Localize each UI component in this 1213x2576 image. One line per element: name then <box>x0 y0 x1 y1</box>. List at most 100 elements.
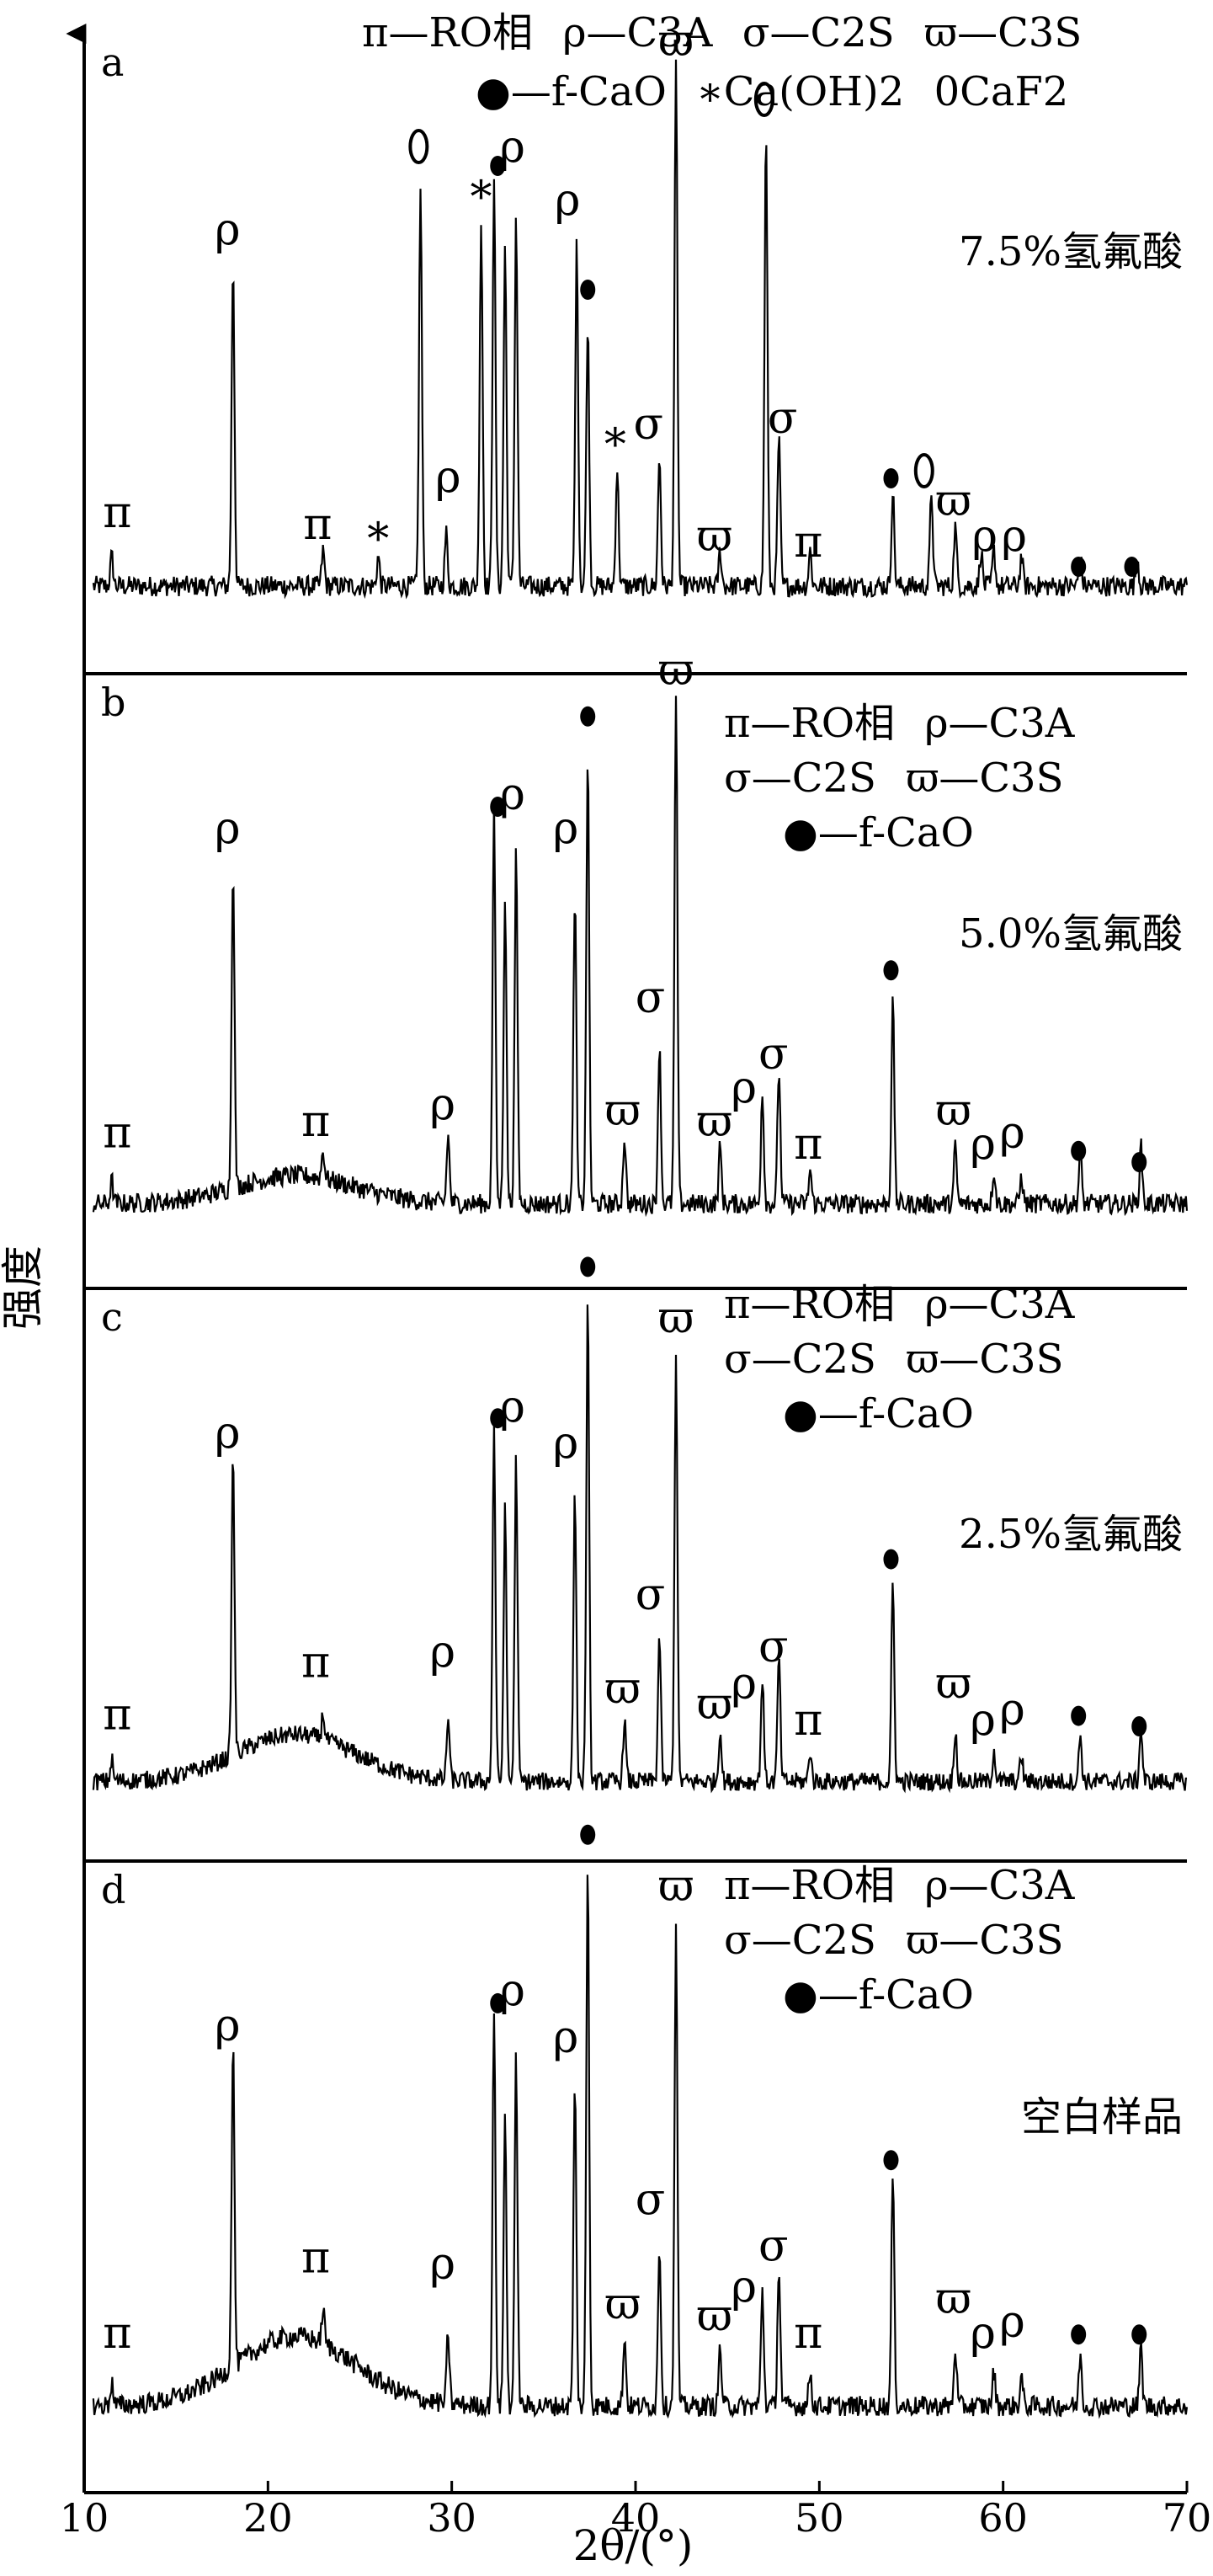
legend-symbol: ● <box>783 1971 818 2019</box>
legend-text: —RO相 <box>751 1862 896 1909</box>
sample-label-a: 7.5%氢氟酸 <box>959 228 1183 275</box>
marker-symbol: ρ <box>555 175 581 226</box>
marker-dot <box>580 1256 596 1277</box>
marker-symbol: σ <box>758 1029 789 1080</box>
marker-symbol: ρ <box>970 1119 996 1170</box>
legend-gap <box>729 9 742 56</box>
marker-symbol: ρ <box>732 1658 758 1709</box>
legend-gap <box>893 1336 906 1383</box>
panel-label-b: b <box>101 680 125 725</box>
marker-symbol: ρ <box>972 511 998 562</box>
legend-symbol: ϖ <box>924 9 957 56</box>
marker-symbol: ϖ <box>697 511 732 562</box>
marker-symbol: ∗ <box>600 411 630 461</box>
legend-line: ●—f-CaO <box>783 1971 974 2019</box>
legend-text: CaF2 <box>960 68 1068 115</box>
legend-text: —C3S <box>939 755 1063 802</box>
sample-label-c: 2.5%氢氟酸 <box>959 1511 1183 1558</box>
legend-gap <box>550 9 562 56</box>
legend-text: —C3S <box>957 9 1082 56</box>
curve-c <box>92 1304 1188 1794</box>
marker-symbol: ρ <box>553 2012 579 2062</box>
marker-dot <box>883 1549 899 1570</box>
legend-text: —RO相 <box>389 9 534 56</box>
legend-symbol: ρ <box>924 700 948 747</box>
marker-symbol: ρ <box>553 1418 579 1469</box>
marker-symbol: ρ <box>732 2262 758 2312</box>
marker-ring <box>408 129 429 164</box>
legend-symbol: π <box>362 9 389 56</box>
marker-symbol: ϖ <box>658 1293 694 1343</box>
marker-dot <box>580 1824 596 1845</box>
marker-dot <box>1131 1716 1147 1736</box>
marker-symbol: σ <box>636 973 666 1023</box>
marker-dot <box>490 1992 506 2013</box>
x-tick-label: 30 <box>427 2495 476 2541</box>
legend-line: σ—C2S ϖ—C3S <box>724 1336 1063 1383</box>
legend-text: —f-CaO <box>818 1971 974 2019</box>
marker-symbol: ρ <box>435 452 461 503</box>
marker-symbol: ρ <box>215 803 241 854</box>
legend-gap <box>912 1281 924 1328</box>
marker-symbol: ϖ <box>936 476 971 526</box>
marker-symbol: ϖ <box>658 16 694 67</box>
legend-gap <box>912 1862 924 1909</box>
curve-d <box>92 1875 1189 2419</box>
legend-symbol: π <box>724 700 751 747</box>
marker-symbol: ρ <box>429 1080 455 1130</box>
marker-symbol: ϖ <box>697 1096 732 1147</box>
marker-symbol: π <box>794 1119 822 1170</box>
legend-symbol: σ <box>742 9 770 56</box>
marker-symbol: ρ <box>215 1408 241 1459</box>
marker-symbol: ϖ <box>697 1679 732 1730</box>
legend-text: —RO相 <box>751 700 896 747</box>
marker-symbol: σ <box>634 399 664 450</box>
legend-text: —C3A <box>949 1862 1076 1909</box>
legend-line: σ—C2S ϖ—C3S <box>724 1917 1063 1964</box>
legend-gap <box>893 755 906 802</box>
marker-symbol: σ <box>636 1570 666 1620</box>
x-tick-label: 60 <box>978 2495 1028 2541</box>
legend-text: —C2S <box>752 1917 876 1964</box>
marker-dot <box>490 156 506 176</box>
marker-symbol: ρ <box>429 2238 455 2289</box>
legend-text: —f-CaO <box>511 68 667 115</box>
marker-symbol: ρ <box>499 1965 525 2016</box>
legend-symbol: ϖ <box>906 755 939 802</box>
marker-dot <box>1131 1152 1147 1173</box>
legend-gap <box>684 68 696 115</box>
marker-symbol: π <box>794 517 822 568</box>
marker-symbol: σ <box>758 2221 789 2272</box>
marker-symbol: ϖ <box>605 1085 641 1136</box>
curve-b <box>92 696 1189 1218</box>
marker-symbol: ϖ <box>936 1658 971 1709</box>
marker-symbol: π <box>301 1638 330 1688</box>
legend-symbol: π <box>724 1281 751 1328</box>
x-tick-label: 70 <box>1162 2495 1212 2541</box>
legend-text: —C2S <box>752 755 876 802</box>
legend-symbol: 0 <box>934 68 960 115</box>
marker-symbol: σ <box>636 2175 666 2226</box>
marker-symbol: π <box>301 2233 330 2284</box>
marker-symbol: π <box>103 1690 131 1741</box>
legend-symbol: ρ <box>924 1281 948 1328</box>
marker-symbol: ρ <box>732 1063 758 1113</box>
marker-ring <box>753 82 774 117</box>
legend-text: —C3S <box>939 1336 1063 1383</box>
x-axis-title: 2θ/(°) <box>573 2521 694 2570</box>
legend-gap <box>893 1917 906 1964</box>
legend-line: π—RO相 ρ—C3A <box>724 1862 1076 1909</box>
legend-line: π—RO相 ρ—C3A <box>724 1281 1076 1328</box>
x-tick-label: 20 <box>243 2495 293 2541</box>
marker-dot <box>883 468 899 488</box>
marker-dot <box>580 280 596 300</box>
marker-symbol: ϖ <box>936 2274 971 2324</box>
marker-symbol: π <box>794 1695 822 1746</box>
marker-symbol: π <box>103 2308 131 2359</box>
legend-text: Ca(OH)2 <box>724 68 905 115</box>
sample-label-d: 空白样品 <box>1021 2093 1183 2141</box>
legend-symbol: π <box>724 1862 751 1909</box>
marker-symbol: ρ <box>999 2296 1025 2347</box>
